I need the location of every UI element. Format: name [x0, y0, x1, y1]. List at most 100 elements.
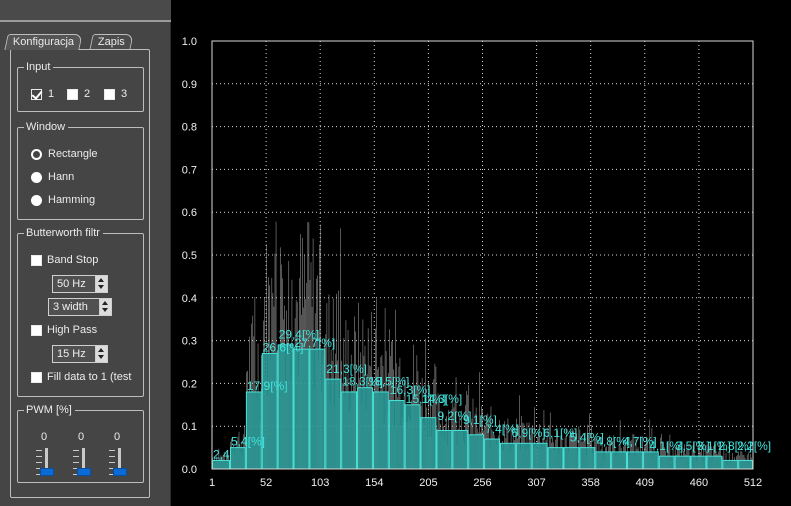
- x-tick-label: 103: [311, 477, 329, 489]
- bar-29: [674, 455, 691, 470]
- data-label-11: 14,3[%]: [422, 392, 463, 406]
- data-label-5: 27,7[%]: [295, 336, 336, 350]
- band-stop-width-value: 3 width: [53, 301, 88, 313]
- bar-16: [468, 434, 485, 470]
- band-stop-checkbox[interactable]: [31, 255, 42, 266]
- data-label-3: 26,6[%]: [263, 340, 304, 354]
- pwm-1-value: 0: [40, 431, 48, 443]
- arrow-down-icon[interactable]: [98, 355, 104, 359]
- y-tick-label: 0.5: [182, 250, 197, 262]
- pwm-2-slider-thumb[interactable]: [77, 468, 91, 476]
- input-2-checkbox[interactable]: [67, 89, 78, 100]
- data-label-9: 16,3[%]: [390, 383, 431, 397]
- band-stop-freq-value: 50 Hz: [57, 278, 86, 290]
- x-tick-label: 307: [527, 477, 545, 489]
- data-label-18: 4,8[%]: [596, 435, 630, 449]
- panel-header-strip: [0, 0, 171, 22]
- bar-30: [690, 455, 707, 470]
- data-label-6: 21,3[%]: [326, 362, 367, 376]
- window-hann-label: Hann: [48, 171, 75, 183]
- y-tick-label: 0.7: [182, 164, 197, 176]
- data-label-22: 3,1[%]: [697, 439, 731, 453]
- window-group: Window Rectangle Hann Hamming: [17, 121, 144, 220]
- fill-data-label: Fill data to 1 (test: [47, 371, 132, 383]
- x-tick-label: 358: [582, 477, 600, 489]
- data-label-21: 3,5[%]: [676, 439, 710, 453]
- butterworth-group: Butterworth filtr Band Stop 50 Hz 3 widt…: [17, 227, 144, 397]
- arrow-down-icon[interactable]: [98, 285, 104, 289]
- x-tick-label: 256: [473, 477, 491, 489]
- spectrum-chart-svg: 2,45,4[%]17,9[%]26,6[%]29,4[%]27,7[%]21,…: [182, 36, 771, 489]
- high-pass-freq-value: 15 Hz: [57, 348, 86, 360]
- bar-8: [341, 391, 358, 470]
- bar-14: [436, 429, 453, 470]
- pwm-3-slider[interactable]: [109, 448, 129, 478]
- window-rectangle-radio[interactable]: [31, 149, 42, 160]
- y-tick-label: 0.4: [182, 293, 197, 305]
- bar-0: [212, 459, 230, 470]
- pwm-3-value: 0: [113, 431, 121, 443]
- data-label-8: 18,5[%]: [369, 375, 410, 389]
- bar-6: [309, 348, 326, 470]
- x-tick-label: 512: [744, 477, 762, 489]
- arrow-up-icon[interactable]: [102, 301, 108, 305]
- data-label-19: 4,7[%]: [623, 435, 657, 449]
- pwm-3-slider-thumb[interactable]: [113, 468, 127, 476]
- y-tick-label: 0.6: [182, 207, 197, 219]
- bar-32: [722, 459, 739, 470]
- band-stop-freq-stepper[interactable]: [95, 276, 107, 292]
- y-tick-label: 1.0: [182, 36, 197, 48]
- x-tick-label: 154: [365, 477, 383, 489]
- x-tick-label: 1: [209, 477, 215, 489]
- input-3-checkbox[interactable]: [104, 89, 115, 100]
- bar-28: [658, 455, 675, 470]
- bar-2: [245, 391, 262, 470]
- band-stop-label: Band Stop: [47, 254, 99, 266]
- bar-19: [515, 442, 532, 470]
- high-pass-checkbox[interactable]: [31, 325, 42, 336]
- pwm-1-slider-thumb[interactable]: [40, 468, 54, 476]
- data-label-1: 5,4[%]: [231, 435, 265, 449]
- pwm-1-slider[interactable]: [36, 448, 56, 478]
- window-rectangle-label: Rectangle: [48, 148, 98, 160]
- data-label-7: 18,3[%]: [342, 375, 383, 389]
- y-tick-label: 0.0: [182, 464, 197, 476]
- input-1-checkbox[interactable]: [31, 89, 42, 100]
- data-label-20: 4,1[%]: [649, 439, 683, 453]
- y-tick-label: 0.9: [182, 79, 197, 91]
- tab-konfiguracja[interactable]: Konfiguracja: [4, 34, 83, 50]
- high-pass-freq-stepper[interactable]: [95, 346, 107, 362]
- data-label-0: 2,4: [213, 447, 230, 461]
- bar-7: [325, 378, 342, 470]
- band-stop-width-stepper[interactable]: [99, 299, 111, 315]
- fill-data-checkbox[interactable]: [31, 372, 42, 383]
- bar-23: [579, 447, 596, 470]
- arrow-down-icon[interactable]: [102, 308, 108, 312]
- pwm-2-value: 0: [77, 431, 85, 443]
- bar-27: [642, 451, 659, 470]
- window-hamming-label: Hamming: [48, 194, 96, 206]
- bar-12: [404, 404, 421, 470]
- x-tick-label: 409: [636, 477, 654, 489]
- window-hann-radio[interactable]: [31, 172, 42, 183]
- window-hamming-radio[interactable]: [31, 195, 42, 206]
- bar-25: [611, 451, 628, 470]
- tab-zapis[interactable]: Zapis: [89, 34, 134, 50]
- pwm-2-slider[interactable]: [73, 448, 93, 478]
- x-tick-label: 205: [419, 477, 437, 489]
- bar-15: [452, 429, 469, 470]
- arrow-up-icon[interactable]: [98, 348, 104, 352]
- y-tick-label: 0.8: [182, 122, 197, 134]
- high-pass-freq-spinner[interactable]: 15 Hz: [52, 345, 108, 363]
- data-label-16: 6,1[%]: [543, 426, 577, 440]
- band-stop-width-spinner[interactable]: 3 width: [48, 298, 112, 316]
- bar-5: [293, 348, 310, 470]
- pwm-group-title: PWM [%]: [24, 404, 75, 416]
- arrow-up-icon[interactable]: [98, 278, 104, 282]
- input-2-label: 2: [84, 88, 91, 100]
- tab-konfiguracja-label: Konfiguracja: [12, 36, 75, 48]
- data-label-2: 17,9[%]: [247, 379, 288, 393]
- band-stop-freq-spinner[interactable]: 50 Hz: [52, 275, 108, 293]
- input-group: Input 1 2 3: [17, 61, 144, 112]
- data-label-12: 9,2[%]: [437, 409, 471, 423]
